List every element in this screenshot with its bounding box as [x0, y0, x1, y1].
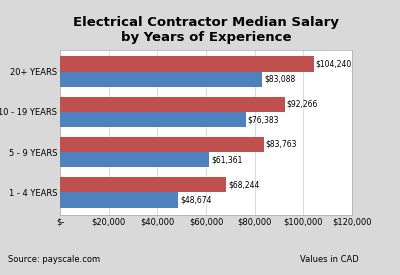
Text: Values in CAD: Values in CAD	[300, 255, 359, 264]
Text: $83,763: $83,763	[266, 140, 297, 149]
Text: Source: payscale.com: Source: payscale.com	[8, 255, 100, 264]
Text: $83,088: $83,088	[264, 75, 295, 84]
Text: $68,244: $68,244	[228, 180, 259, 189]
Text: $48,674: $48,674	[180, 196, 212, 205]
Bar	[60, 56, 314, 72]
Bar	[60, 97, 284, 112]
Bar	[60, 112, 246, 127]
Text: $76,383: $76,383	[248, 115, 279, 124]
Text: $92,266: $92,266	[286, 100, 318, 109]
Title: Electrical Contractor Median Salary
by Years of Experience: Electrical Contractor Median Salary by Y…	[73, 16, 339, 44]
Bar	[60, 137, 264, 152]
Bar	[60, 192, 178, 208]
Text: $104,240: $104,240	[316, 59, 352, 68]
Bar	[60, 152, 209, 167]
Bar	[60, 72, 262, 87]
Bar	[60, 177, 226, 192]
Text: $61,361: $61,361	[211, 155, 243, 164]
